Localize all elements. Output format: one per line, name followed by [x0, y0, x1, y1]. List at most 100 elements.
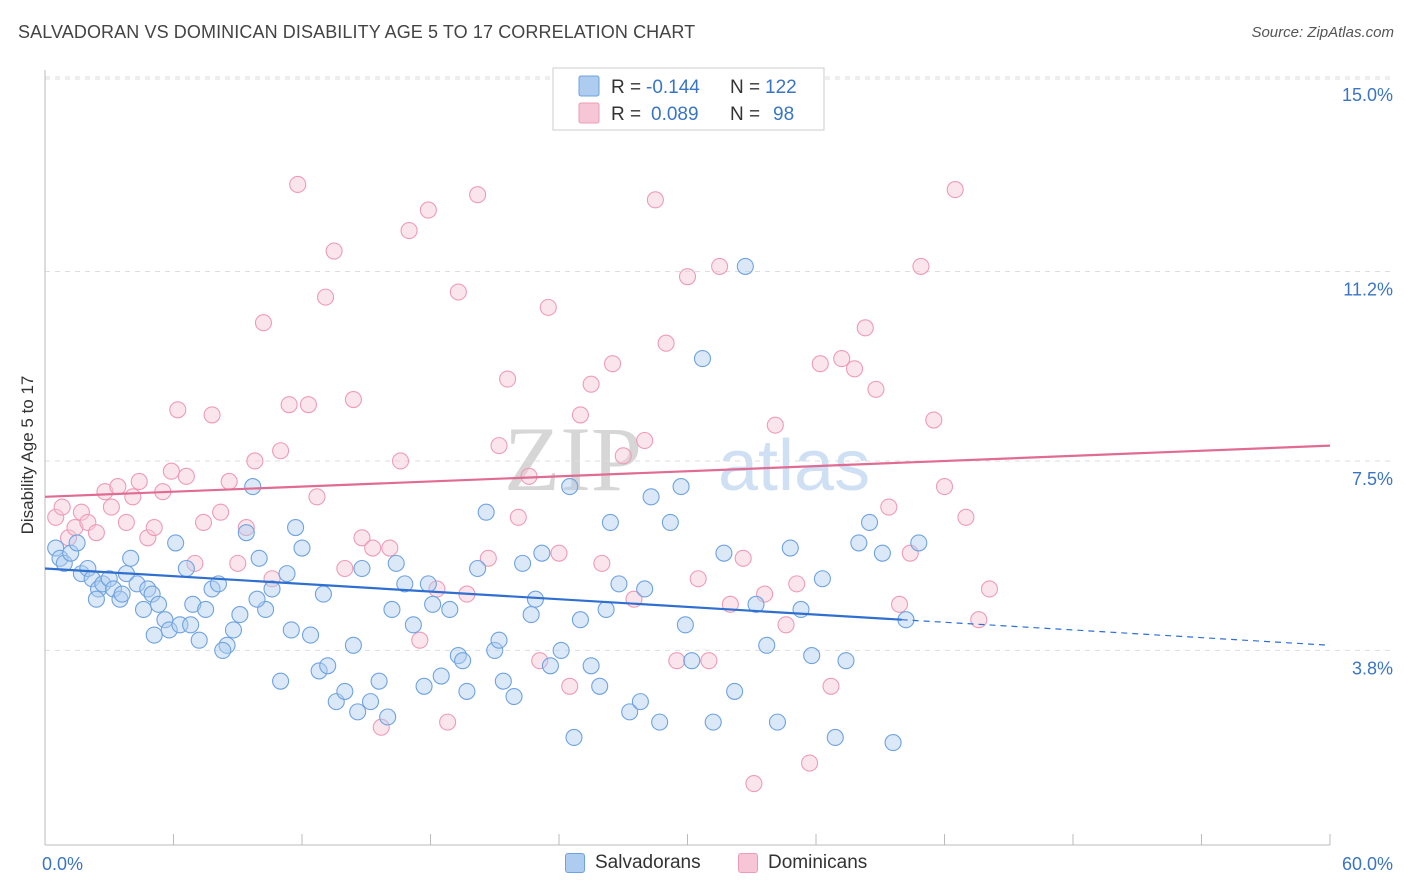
salvadoran-point	[128, 575, 146, 593]
legend-n-value-1: 122	[765, 77, 797, 98]
dominican-point	[925, 411, 943, 429]
salvadoran-point	[601, 513, 619, 531]
salvadoran-point	[651, 713, 669, 731]
trend-lines	[44, 444, 1331, 646]
dominican-point	[490, 437, 508, 455]
legend-label-dominicans: Dominicans	[768, 852, 868, 873]
salvadoran-point	[177, 559, 195, 578]
salvadoran-point	[415, 677, 433, 695]
dominican-point	[469, 186, 487, 204]
salvadoran-point	[715, 544, 733, 562]
salvadoran-point	[55, 554, 73, 572]
salvadoran-point	[541, 657, 559, 675]
y-tick-label: 3.8%	[1352, 658, 1393, 678]
salvadoran-point	[726, 682, 744, 700]
legend-n-label-1: N =	[730, 77, 760, 98]
dominican-point	[124, 488, 142, 506]
chart-title: SALVADORAN VS DOMINICAN DISABILITY AGE 5…	[18, 22, 696, 42]
legend-swatch-dominicans	[578, 102, 600, 124]
salvadoran-point	[661, 513, 679, 531]
dominican-point	[509, 508, 527, 526]
dominican-point	[353, 529, 371, 547]
dominican-point	[657, 334, 675, 352]
salvadoran-point	[441, 600, 459, 619]
salvadoran-point	[100, 570, 118, 588]
salvadoran-point	[454, 652, 472, 670]
salvadoran-point	[860, 513, 879, 531]
dominican-point	[96, 483, 114, 501]
dominican-point	[139, 529, 157, 547]
dominican-point	[162, 462, 180, 480]
salvadoran-point	[113, 585, 131, 603]
grid-lines	[45, 76, 1392, 651]
legend-r-label-2: R =	[611, 104, 641, 125]
salvadoran-point	[145, 626, 163, 644]
dominican-point	[203, 406, 221, 424]
salvadoran-point	[287, 518, 305, 537]
dominican-point	[439, 713, 457, 731]
dominican-point	[890, 595, 909, 613]
salvadoran-point	[636, 580, 654, 598]
dominican-point	[411, 631, 429, 649]
salvadoran-point	[873, 544, 891, 562]
salvadoran-point	[676, 616, 694, 634]
dominican-point	[289, 175, 307, 194]
salvadoran-point	[214, 641, 232, 659]
salvadoran-point	[404, 616, 422, 634]
salvadoran-point	[469, 559, 487, 578]
x-tick-label-min: 0.0%	[42, 854, 83, 874]
watermark: ZIP atlas	[504, 408, 870, 510]
legend-n-label-2: N =	[730, 104, 760, 125]
dominican-point	[912, 257, 930, 275]
dominican-point	[970, 611, 988, 629]
dominican-point	[700, 652, 718, 670]
salvadoran-point	[370, 672, 388, 690]
dominican-point	[47, 508, 65, 526]
salvadoran-point	[693, 350, 712, 368]
salvadoran-point	[237, 524, 255, 542]
salvadoran-point	[561, 478, 579, 496]
dominican-point	[317, 288, 335, 306]
dominican-point	[711, 257, 729, 275]
salvadoran-point	[610, 575, 628, 593]
salvadoran-point	[850, 534, 868, 552]
legend-r-label-1: R =	[611, 77, 641, 98]
salvadoran-point	[248, 590, 266, 608]
salvadoran-point	[396, 575, 414, 593]
dominican-point	[229, 554, 247, 572]
salvadoran-point	[424, 595, 442, 613]
dominican-point	[130, 472, 148, 491]
salvadoran-point	[803, 647, 821, 665]
salvadoran-point	[184, 595, 202, 613]
dominican-point	[646, 191, 664, 209]
salvadoran-point	[68, 534, 86, 552]
salvadoran-point	[353, 559, 371, 578]
dominican-point	[145, 518, 163, 537]
dominican-point	[479, 549, 497, 567]
dominican-point	[220, 472, 238, 491]
dominican-point	[788, 575, 806, 593]
salvadoran-point	[87, 590, 105, 608]
y-tick-label: 11.2%	[1343, 280, 1393, 300]
salvadoran-point	[642, 488, 660, 506]
dominican-point	[801, 754, 819, 772]
salvadoran-point	[505, 687, 523, 706]
dominican-point	[308, 488, 326, 506]
salvadoran-point	[224, 621, 243, 639]
salvadoran-point	[314, 585, 332, 603]
salvadoran-point	[310, 662, 328, 680]
legend-n-value-2: 98	[773, 104, 794, 125]
salvadoran-point	[910, 534, 928, 552]
legend-top: R = -0.144 N = 122 R = 0.089 N = 98	[552, 67, 825, 131]
salvadoran-point	[522, 606, 540, 624]
salvadoran-point	[387, 554, 405, 572]
salvadoran-point	[344, 636, 362, 654]
dominican-point	[561, 677, 579, 695]
dominican-point	[299, 396, 317, 414]
salvadoran-point	[704, 713, 722, 731]
dominican-point	[689, 570, 707, 588]
salvadoran-point	[336, 682, 354, 700]
legend-r-value-2: 0.089	[651, 104, 699, 125]
salvadoran-point	[514, 554, 532, 572]
